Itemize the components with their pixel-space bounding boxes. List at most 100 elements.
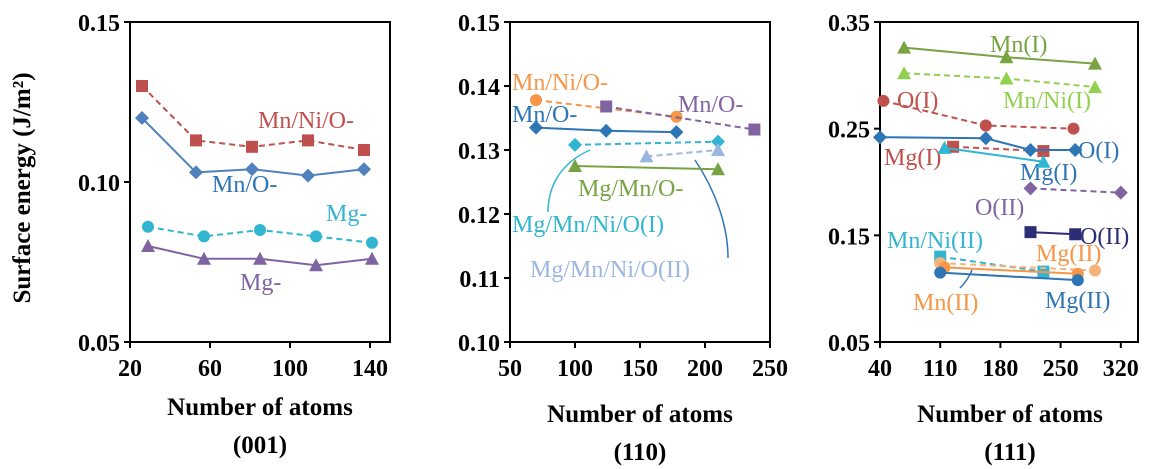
series-label-mn-o-001: Mn/O- bbox=[212, 172, 277, 198]
y-tick-label-110-0: 0.10 bbox=[458, 331, 500, 357]
data-point-110-1-0 bbox=[600, 100, 613, 113]
data-point-111-5-0 bbox=[937, 140, 952, 154]
series-line-111-4 bbox=[879, 136, 1076, 151]
data-point-110-2-0 bbox=[529, 120, 543, 135]
data-point-001-1-3 bbox=[301, 168, 315, 183]
facet-label-001: (001) bbox=[233, 432, 287, 459]
x-tick-label-001-1: 60 bbox=[198, 356, 222, 382]
x-tick-label-111-0: 40 bbox=[868, 356, 892, 382]
series-label-mg-ii-blue-111: Mg(II) bbox=[1045, 288, 1110, 314]
x-tick-label-001-3: 140 bbox=[352, 356, 388, 382]
data-point-001-0-4 bbox=[358, 144, 370, 156]
data-point-111-1-0 bbox=[897, 66, 912, 80]
data-point-111-7-0 bbox=[1024, 226, 1037, 239]
y-tick-label-111-3: 0.35 bbox=[828, 11, 870, 37]
data-point-001-3-4 bbox=[365, 251, 379, 265]
data-point-110-1-1 bbox=[748, 123, 761, 136]
data-point-111-2-2 bbox=[1067, 122, 1080, 135]
data-point-001-0-1 bbox=[190, 134, 202, 147]
data-point-110-3-0 bbox=[568, 137, 582, 152]
x-axis-title-110: Number of atoms bbox=[547, 401, 733, 428]
data-point-001-2-2 bbox=[254, 224, 266, 236]
series-label-mn-ni-ii-111: Mn/Ni(II) bbox=[887, 228, 983, 254]
series-label-mg-cyan-001: Mg- bbox=[326, 201, 367, 227]
data-point-111-11-0 bbox=[934, 266, 947, 279]
series-label-mn-ni-o-110: Mn/Ni/O- bbox=[512, 70, 608, 96]
data-point-001-1-0 bbox=[135, 111, 149, 125]
y-tick-label-110-1: 0.11 bbox=[459, 267, 500, 293]
data-point-111-0-0 bbox=[897, 40, 912, 54]
data-point-001-2-0 bbox=[142, 220, 154, 233]
callout-line-mg-mn-ni-o-i bbox=[547, 149, 591, 213]
facet-label-111: (111) bbox=[984, 439, 1035, 466]
plot-layer: 0.05 0.10 0.15 20 60 100 140 0.10 0.11 0.12 0.13 0.… bbox=[78, 11, 1139, 382]
data-point-111-6-0 bbox=[1023, 181, 1038, 196]
series-label-mn-ii-111: Mn(II) bbox=[913, 290, 978, 316]
data-point-001-3-0 bbox=[141, 239, 155, 252]
series-line-111-7 bbox=[1030, 231, 1076, 236]
series-line-110-3 bbox=[574, 140, 719, 146]
y-axis-title: Surface energy (J/m²) bbox=[9, 72, 36, 303]
data-point-001-1-1 bbox=[189, 165, 203, 180]
series-label-mg-mn-ni-o-ii-110: Mg/Mn/Ni/O(II) bbox=[530, 257, 690, 283]
data-point-111-0-2 bbox=[1088, 56, 1102, 70]
data-point-110-3-1 bbox=[711, 134, 725, 149]
x-tick-label-001-0: 20 bbox=[118, 356, 142, 382]
y-tick-label-110-2: 0.12 bbox=[458, 203, 500, 229]
data-point-110-0-0 bbox=[530, 94, 542, 107]
series-label-mg-i-red-111: Mg(I) bbox=[884, 145, 941, 171]
data-point-111-9-1 bbox=[1089, 264, 1101, 277]
series-line-110-4 bbox=[646, 149, 719, 158]
y-tick-label-110-3: 0.13 bbox=[458, 139, 500, 165]
data-point-111-1-1 bbox=[999, 71, 1014, 85]
series-line-111-8 bbox=[940, 255, 1044, 273]
data-point-111-7-1 bbox=[1069, 228, 1082, 241]
series-label-mn-ni-o-001: Mn/Ni/O- bbox=[258, 108, 354, 134]
x-tick-label-111-4: 320 bbox=[1103, 356, 1139, 382]
series-label-o-ii-purple-111: O(II) bbox=[975, 195, 1024, 221]
x-tick-label-110-4: 250 bbox=[752, 356, 788, 382]
y-tick-label-001-1: 0.10 bbox=[78, 171, 120, 197]
data-point-001-3-3 bbox=[309, 258, 323, 272]
x-tick-label-111-3: 250 bbox=[1043, 356, 1079, 382]
series-label-o-ii-navy-111: O(II) bbox=[1080, 224, 1129, 250]
data-point-111-6-1 bbox=[1113, 185, 1128, 200]
x-tick-label-111-1: 110 bbox=[923, 356, 958, 382]
y-tick-label-111-1: 0.15 bbox=[828, 224, 870, 250]
data-point-111-0-1 bbox=[999, 50, 1014, 64]
series-label-mn-o-purple-110: Mn/O- bbox=[678, 92, 743, 118]
x-tick-label-110-2: 150 bbox=[622, 356, 658, 382]
series-label-mg-ii-orange-111: Mg(II) bbox=[1036, 241, 1101, 267]
facet-label-110: (110) bbox=[614, 439, 667, 466]
data-point-111-1-2 bbox=[1088, 80, 1102, 94]
data-point-111-5-1 bbox=[1036, 154, 1051, 168]
series-label-o-i-blue-111: O(I) bbox=[1078, 138, 1119, 164]
series-line-110-5 bbox=[574, 165, 719, 171]
data-point-001-2-1 bbox=[198, 230, 210, 243]
data-point-110-2-2 bbox=[669, 125, 684, 140]
data-point-111-3-1 bbox=[1037, 145, 1050, 158]
y-tick-label-111-2: 0.25 bbox=[828, 118, 870, 144]
data-point-110-2-1 bbox=[599, 123, 614, 138]
x-tick-label-001-2: 100 bbox=[272, 356, 308, 382]
data-point-001-0-3 bbox=[302, 134, 314, 147]
data-point-111-11-1 bbox=[1071, 274, 1084, 287]
data-point-110-4-1 bbox=[711, 143, 725, 156]
y-tick-label-001-2: 0.15 bbox=[78, 11, 120, 37]
series-line-111-6 bbox=[1030, 187, 1121, 194]
y-tick-label-001-0: 0.05 bbox=[78, 331, 120, 357]
series-label-mg-purple-001: Mg- bbox=[240, 270, 281, 296]
x-tick-label-110-1: 100 bbox=[557, 356, 593, 382]
data-point-001-0-0 bbox=[136, 80, 148, 92]
x-tick-label-110-3: 200 bbox=[687, 356, 723, 382]
data-point-111-4-2 bbox=[1023, 143, 1038, 157]
plot-frame-111 bbox=[879, 21, 1139, 343]
data-point-001-1-2 bbox=[245, 162, 259, 177]
y-tick-label-110-5: 0.15 bbox=[458, 11, 500, 37]
x-axis-title-001: Number of atoms bbox=[167, 394, 353, 421]
data-point-001-3-1 bbox=[197, 251, 211, 265]
data-point-110-5-1 bbox=[711, 162, 725, 176]
data-point-001-1-4 bbox=[357, 162, 371, 177]
data-point-001-2-3 bbox=[310, 230, 322, 243]
